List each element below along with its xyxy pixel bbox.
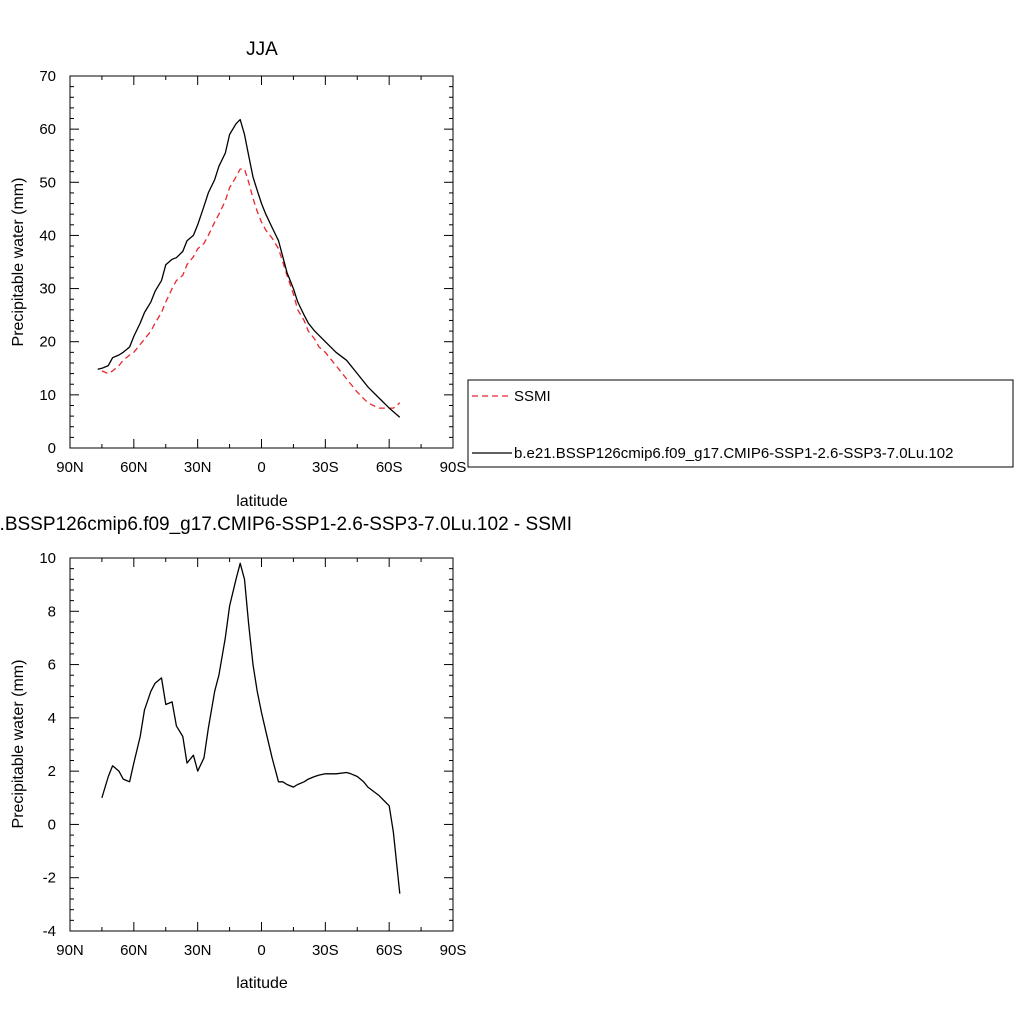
top-xtick-label: 0 (257, 459, 265, 476)
top-ytick-label: 50 (39, 174, 56, 191)
top-ytick-label: 40 (39, 227, 56, 244)
top-chart-panel: JJA 90N 60N 30N 0 30S 60S 90S 0 10 20 30 40 50 60 70 l… (10, 39, 1014, 510)
top-ytick-label: 70 (39, 68, 56, 85)
bottom-ytick-label: -4 (43, 923, 56, 940)
bottom-xtick-label: 30S (312, 942, 339, 959)
bottom-ytick-label: 10 (39, 550, 56, 567)
legend-box (467, 379, 1014, 468)
legend-label-model: b.e21.BSSP126cmip6.f09_g17.CMIP6-SSP1-2.… (514, 445, 953, 462)
top-chart-title: JJA (246, 39, 278, 60)
top-series-line-1 (97, 118, 401, 418)
top-xtick-label: 90S (440, 459, 467, 476)
bottom-chart-xlabel: latitude (236, 975, 288, 992)
top-chart-legend: SSMI b.e21.BSSP126cmip6.f09_g17.CMIP6-SS… (467, 379, 1014, 468)
bottom-xtick-label: 60S (376, 942, 403, 959)
top-ytick-label: 10 (39, 387, 56, 404)
bottom-xtick-label: 30N (184, 942, 212, 959)
bottom-chart-series (101, 562, 401, 894)
bottom-xtick-label: 90N (56, 942, 84, 959)
bottom-series-line-0 (101, 562, 401, 894)
top-chart-frame (69, 75, 454, 449)
top-xtick-label: 60S (376, 459, 403, 476)
bottom-ytick-label: 4 (48, 710, 56, 727)
legend-label-ssmi: SSMI (514, 388, 551, 405)
bottom-chart-ylabel: Precipitable water (mm) (10, 660, 27, 829)
top-chart-xlabel: latitude (236, 493, 288, 510)
bottom-xtick-label: 60N (120, 942, 148, 959)
bottom-chart-title: b.e21.BSSP126cmip6.f09_g17.CMIP6-SSP1-2.… (0, 514, 572, 535)
bottom-xtick-label: 90S (440, 942, 467, 959)
top-ytick-label: 20 (39, 334, 56, 351)
top-chart-ticks: 90N 60N 30N 0 30S 60S 90S 0 10 20 30 40 50 60 70 (39, 68, 466, 476)
bottom-ytick-label: -2 (43, 870, 56, 887)
top-ytick-label: 60 (39, 121, 56, 138)
bottom-chart-frame (69, 557, 454, 932)
top-xtick-label: 90N (56, 459, 84, 476)
top-xtick-label: 30S (312, 459, 339, 476)
bottom-chart-panel: b.e21.BSSP126cmip6.f09_g17.CMIP6-SSP1-2.… (0, 514, 572, 992)
top-xtick-label: 30N (184, 459, 212, 476)
top-ytick-label: 30 (39, 281, 56, 298)
top-chart-series (97, 118, 401, 418)
bottom-ytick-label: 8 (48, 603, 56, 620)
top-series-line-0 (101, 168, 401, 409)
top-xtick-label: 60N (120, 459, 148, 476)
top-ytick-label: 0 (48, 440, 56, 457)
bottom-ytick-label: 6 (48, 657, 56, 674)
bottom-ytick-label: 0 (48, 816, 56, 833)
bottom-chart-ticks: 90N 60N 30N 0 30S 60S 90S -4 -2 0 2 4 6 8 10 (39, 550, 466, 959)
top-chart-ylabel: Precipitable water (mm) (10, 178, 27, 347)
bottom-xtick-label: 0 (257, 942, 265, 959)
bottom-ytick-label: 2 (48, 763, 56, 780)
